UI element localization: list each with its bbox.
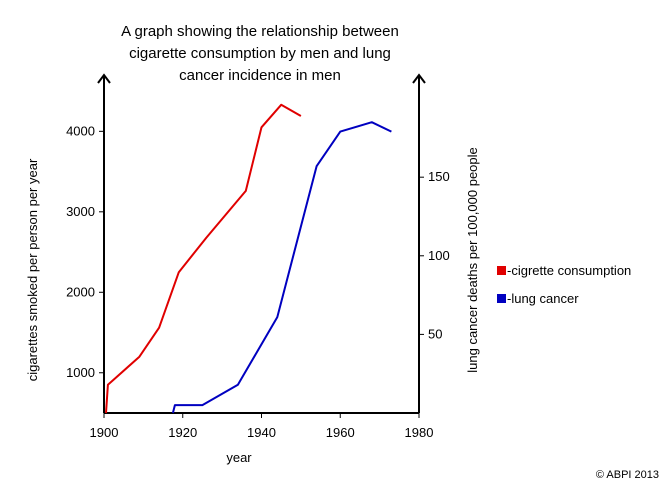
- x-tick-label: 1960: [326, 425, 355, 440]
- y-right-tick-label: 100: [428, 248, 450, 263]
- y-axis-left-arrow: [97, 73, 111, 84]
- chart-title-line-3: cancer incidence in men: [179, 67, 341, 84]
- y-left-tick-label: 1000: [66, 365, 95, 380]
- x-tick-label: 1900: [90, 425, 119, 440]
- series-line-cigarette: [105, 103, 302, 414]
- x-axis-label: year: [226, 450, 252, 465]
- y-right-tick-label: 150: [428, 169, 450, 184]
- y-left-tick-label: 3000: [66, 204, 95, 219]
- y-left-tick-label: 2000: [66, 284, 95, 299]
- series-line-lung-cancer: [171, 121, 392, 414]
- x-tick-label: 1920: [168, 425, 197, 440]
- x-tick-label: 1940: [247, 425, 276, 440]
- axes: [97, 73, 426, 414]
- legend-swatch-blue: [497, 294, 506, 303]
- y-left-tick-label: 4000: [66, 123, 95, 138]
- y-axis-left-label: cigarettes smoked per person per year: [25, 158, 40, 381]
- ticks: 1900 1920 1940 1960 1980 1000 2000 3000 4000 50 10…: [66, 123, 450, 440]
- legend-swatch-red: [497, 266, 506, 275]
- y-right-tick-label: 50: [428, 326, 442, 341]
- series-lines: [105, 103, 392, 414]
- x-tick-label: 1980: [405, 425, 434, 440]
- chart-title-line-2: cigarette consumption by men and lung: [129, 45, 391, 62]
- y-axis-right-arrow: [412, 73, 426, 84]
- chart-title-line-1: A graph showing the relationship between: [121, 23, 399, 40]
- y-axis-right-label: lung cancer deaths per 100,000 people: [465, 147, 480, 373]
- legend-label-cigarette: -cigrette consumption: [507, 263, 632, 278]
- legend-item-lung-cancer: -lung cancer: [497, 291, 579, 306]
- legend-item-cigarette: -cigrette consumption: [497, 263, 631, 278]
- copyright-notice: © ABPI 2013: [595, 469, 659, 481]
- legend-label-lung-cancer: -lung cancer: [507, 291, 579, 306]
